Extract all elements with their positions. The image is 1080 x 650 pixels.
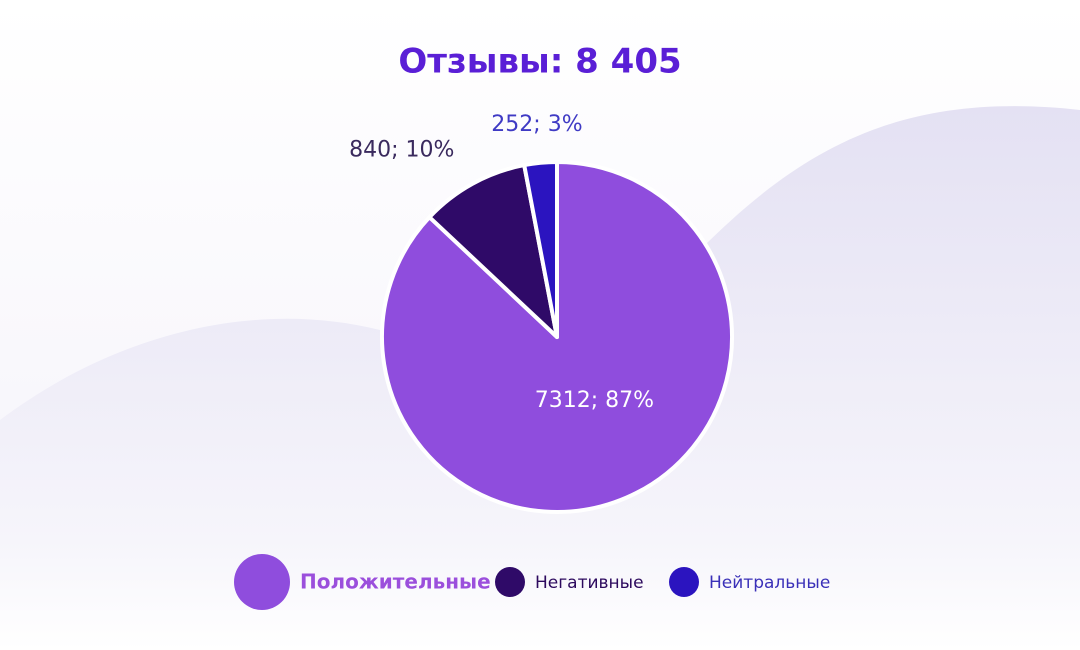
legend-marker [669,567,699,597]
pie: 7312; 87% 840; 10% 252; 3% [349,112,734,514]
chart-title: Отзывы: 8 405 [398,42,681,82]
legend-label: Положительные [300,570,491,594]
data-label: 840; 10% [349,137,454,162]
data-label: 252; 3% [491,112,582,137]
legend-label: Нейтральные [709,573,830,593]
legend-marker [234,554,290,610]
legend: Положительные Негативные Нейтральные [234,554,830,610]
pie-slice [427,163,559,339]
legend-label: Негативные [535,573,644,593]
legend-marker [495,567,525,597]
pie-slice [522,160,559,339]
data-label: 7312; 87% [535,388,654,413]
